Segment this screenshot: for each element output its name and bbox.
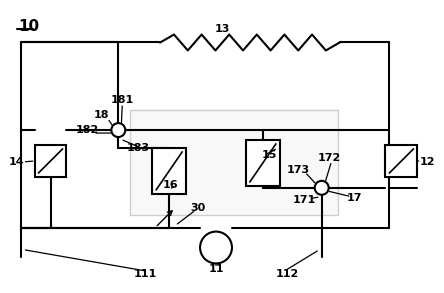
Text: 11: 11 <box>208 264 224 275</box>
Text: 12: 12 <box>420 157 435 167</box>
Text: 181: 181 <box>111 95 134 105</box>
Text: 16: 16 <box>163 180 178 190</box>
Text: 173: 173 <box>286 165 309 175</box>
Text: 183: 183 <box>127 143 150 153</box>
Bar <box>152 148 186 194</box>
Circle shape <box>315 181 329 195</box>
Text: 17: 17 <box>347 193 362 203</box>
Bar <box>246 140 280 186</box>
Bar <box>35 145 67 177</box>
Text: 182: 182 <box>76 125 99 135</box>
Text: 172: 172 <box>318 153 341 163</box>
Text: 112: 112 <box>276 269 299 280</box>
Text: 171: 171 <box>293 195 317 205</box>
Circle shape <box>200 231 232 263</box>
Text: 10: 10 <box>19 19 40 34</box>
Circle shape <box>111 123 125 137</box>
Text: 15: 15 <box>262 150 278 160</box>
Text: 30: 30 <box>190 203 206 213</box>
Text: 14: 14 <box>9 157 24 167</box>
Text: 13: 13 <box>214 23 230 34</box>
Bar <box>385 145 417 177</box>
Text: 111: 111 <box>134 269 157 280</box>
Text: 18: 18 <box>94 110 109 120</box>
Bar <box>130 110 337 215</box>
